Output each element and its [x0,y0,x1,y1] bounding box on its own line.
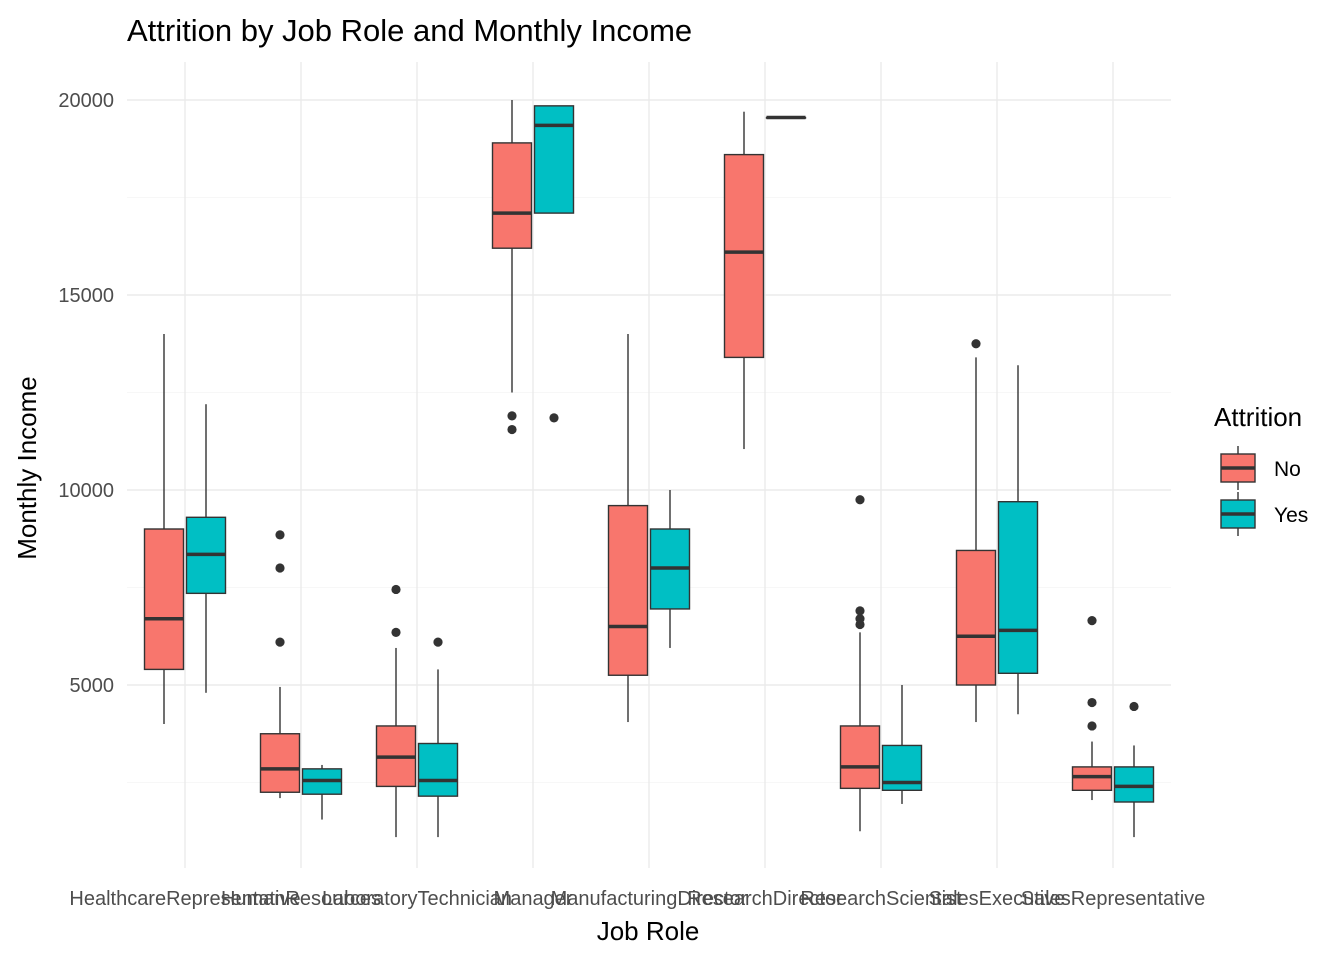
x-tick-labels: HealthcareRepresentativeHumanResourcesLa… [69,888,1205,910]
box-rect [491,142,533,249]
x-tick-label: HealthcareRepresentative [69,888,300,910]
box-yes [881,685,923,804]
y-tick-labels: 5000 10000 15000 20000 [58,90,114,697]
y-tick-label: 10000 [58,480,114,502]
box-rect [143,528,185,671]
y-tick-label: 15000 [58,285,114,307]
box-no [491,100,533,435]
box-rect [533,105,575,214]
outlier-point [855,606,865,616]
box-rect [1071,766,1113,792]
x-tick-label: SalesRepresentative [1021,888,1206,910]
box-yes [1113,701,1155,838]
legend-key-yes [1220,492,1256,536]
box-rect [417,742,459,797]
box-yes [649,490,691,648]
box-rect [259,733,301,793]
outlier-point [855,614,865,624]
x-tick-label: SalesExecutive [929,888,1066,910]
box-rect [1113,766,1155,803]
y-tick-label: 20000 [58,90,114,112]
outlier-point [855,495,865,505]
outlier-point [433,637,443,647]
outlier-point [1087,616,1097,626]
box-rect [723,153,765,359]
box-no [375,584,417,838]
legend-key-no [1220,446,1256,490]
box-yes [301,764,343,820]
outlier-point [1087,721,1097,731]
outlier-point [275,530,285,540]
boxes [143,100,1155,838]
y-tick-label: 5000 [70,675,115,697]
x-tick-label: ResearchDirector [687,888,843,910]
outlier-point [507,424,517,435]
box-yes [533,105,575,423]
box-yes [997,365,1039,715]
outlier-point [391,627,401,637]
outlier-point [971,339,981,349]
outlier-point [1129,701,1139,712]
box-no [839,495,881,832]
box-no [143,334,185,724]
outlier-point [275,563,285,573]
box-yes [185,404,227,693]
x-tick-label: ManufacturingDirector [551,888,748,910]
legend-label: Yes [1274,504,1308,527]
box-no [607,334,649,723]
x-tick-label: ResearchScientist [800,888,962,910]
outlier-point [1087,697,1097,708]
outlier-point [391,584,401,595]
box-no [723,111,765,450]
box-no [1071,616,1113,801]
box-yes [417,637,459,838]
box-rect [997,501,1039,675]
x-tick-label: Manager [494,888,573,910]
outlier-point [549,413,559,423]
box-yes [765,115,807,120]
outlier-point [507,411,517,421]
x-axis-label: Job Role [597,916,700,946]
x-tick-label: LaboratoryTechnician [322,888,512,910]
legend: Attrition No Yes [1214,402,1308,536]
box-rect [955,549,997,686]
box-no [259,530,301,799]
legend-title: Attrition [1214,402,1302,432]
outlier-point [275,637,285,647]
chart-title: Attrition by Job Role and Monthly Income [127,13,692,48]
y-axis-label: Monthly Income [12,376,42,560]
box-rect [839,725,881,790]
grid [127,62,1171,868]
x-tick-label: HumanResources [221,888,381,910]
box-no [955,339,997,723]
legend-label: No [1274,458,1301,481]
box-rect [607,504,649,676]
